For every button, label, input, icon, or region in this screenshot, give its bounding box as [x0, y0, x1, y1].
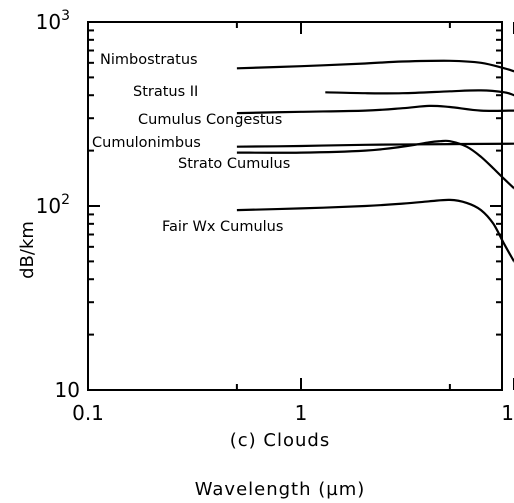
curve-label-strato-cumulus: Strato Cumulus	[178, 156, 290, 172]
y-tick-label: 10	[55, 378, 80, 402]
curve-strato-cumulus	[236, 139, 514, 190]
y-tick-label: 103	[36, 8, 70, 34]
x-tick-label: 10	[501, 401, 514, 425]
y-tick-label: 102	[36, 192, 70, 218]
curve-nimbostratus	[236, 59, 514, 73]
curve-stratus-ii	[325, 89, 514, 97]
curve-label-cumulonimbus: Cumulonimbus	[92, 135, 201, 151]
curve-cumulonimbus	[236, 142, 514, 148]
curve-cumulus-congestus	[236, 104, 514, 115]
plot-frame	[87, 21, 503, 391]
chart-caption: (c) Clouds	[230, 430, 330, 451]
y-axis-label: dB/km	[17, 221, 38, 279]
curve-fair-wx-cumulus	[236, 198, 514, 262]
x-axis-label: Wavelength (µm)	[195, 479, 366, 500]
x-tick-label: 1	[295, 401, 308, 425]
curve-label-fair-wx-cumulus: Fair Wx Cumulus	[162, 219, 283, 235]
curve-label-cumulus-congestus: Cumulus Congestus	[138, 112, 282, 128]
x-tick-label: 0.1	[72, 401, 104, 425]
curve-label-stratus-ii: Stratus II	[133, 84, 198, 100]
curve-label-nimbostratus: Nimbostratus	[100, 52, 198, 68]
